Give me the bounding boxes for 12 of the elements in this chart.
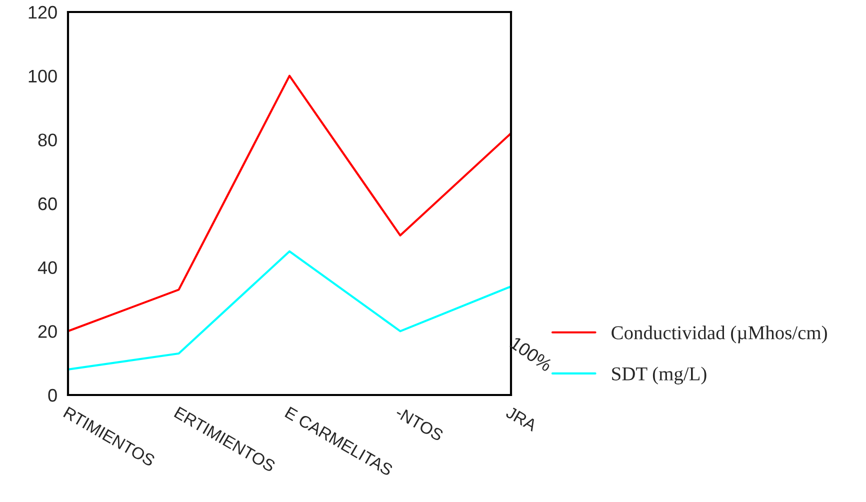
legend-label: SDT (mg/L) xyxy=(612,366,706,384)
line-series xyxy=(68,74,511,332)
line-series xyxy=(68,250,511,371)
x-tick-label: JRA xyxy=(505,406,538,432)
y-tick-label: 20 xyxy=(38,325,57,338)
legend-label: Conductividad (µMhos/cm) xyxy=(612,326,827,344)
y-tick-label: 120 xyxy=(28,6,57,19)
y-tick-label: 40 xyxy=(38,261,57,274)
y-tick-label: 0 xyxy=(48,388,57,402)
y-tick-label: 60 xyxy=(38,197,57,210)
y-tick-label: 80 xyxy=(38,134,57,146)
y-tick-label: 100 xyxy=(28,70,57,83)
